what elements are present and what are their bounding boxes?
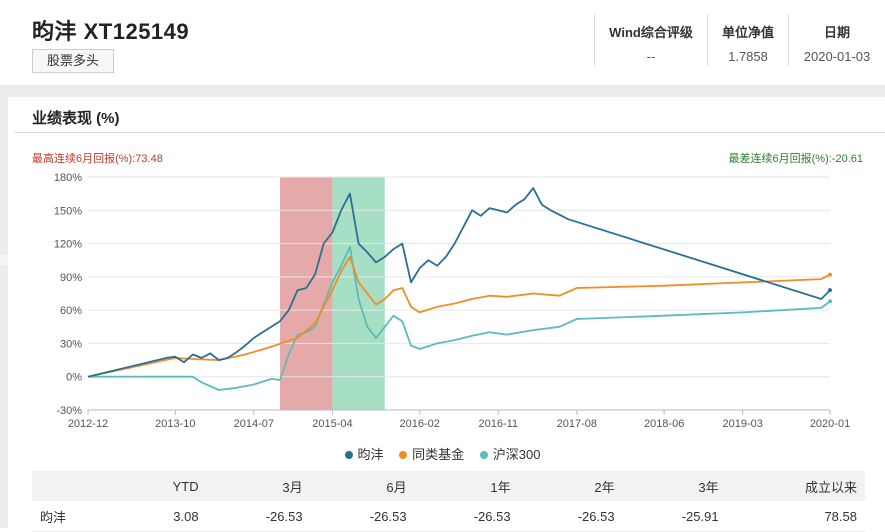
table-header: 2年 xyxy=(518,471,623,501)
y-tick-label: 150% xyxy=(54,205,82,217)
x-tick-label: 2020-01 xyxy=(810,418,850,430)
y-tick-label: -30% xyxy=(56,405,82,417)
fund-metrics: Wind综合评级 -- 单位净值 1.7858 日期 2020-01-03 xyxy=(594,14,885,70)
x-tick-label: 2016-02 xyxy=(400,418,440,430)
series-endpoint xyxy=(828,288,832,293)
panel-divider xyxy=(14,132,885,133)
legend-dot-icon xyxy=(399,450,408,459)
fund-title: 昀沣 XT125149 xyxy=(32,19,190,44)
fund-series-line xyxy=(87,187,831,378)
sidebar-gap xyxy=(0,255,8,265)
table-header: YTD xyxy=(127,471,207,501)
y-tick-label: 30% xyxy=(60,338,82,350)
table-cell: 78.58 xyxy=(726,501,865,532)
series-endpoint xyxy=(828,272,832,277)
y-tick-label: 90% xyxy=(60,272,82,284)
worst-period-band xyxy=(332,177,385,410)
x-tick-label: 2017-08 xyxy=(557,418,597,430)
peer-series-line xyxy=(87,255,831,378)
metric-label: 日期 xyxy=(823,25,850,40)
table-header: 3月 xyxy=(206,471,311,501)
index-series-line xyxy=(88,246,831,391)
series-endpoint xyxy=(828,299,832,304)
section-divider xyxy=(0,85,885,97)
table-header: 3年 xyxy=(622,471,727,501)
legend-label: 同类基金 xyxy=(412,447,465,462)
best-period-band xyxy=(280,177,333,410)
metric-label: 单位净值 xyxy=(721,25,774,40)
table-cell: -25.91 xyxy=(622,501,727,532)
y-tick-label: 60% xyxy=(60,305,82,317)
x-tick-label: 2014-07 xyxy=(234,418,274,430)
left-sidebar-edge xyxy=(0,97,8,528)
metric-date: 日期 2020-01-03 xyxy=(788,14,885,66)
table-cell: -26.53 xyxy=(310,501,415,532)
y-tick-label: 120% xyxy=(54,239,82,251)
x-tick-label: 2015-04 xyxy=(312,418,352,430)
worst-6m-return-note: 最差连续6月回报(%):-20.61 xyxy=(728,153,863,165)
metric-wind-rating: Wind综合评级 -- xyxy=(594,14,707,66)
performance-chart: -30% 0% 30% 60% 90% 120% 150% 180% 2012-12 2013-1… xyxy=(54,172,850,430)
legend-dot-icon xyxy=(479,450,488,459)
table-header xyxy=(32,471,128,501)
chart-legend: 昀沣 同类基金 沪深300 xyxy=(0,444,885,463)
table-header: 成立以来 xyxy=(726,471,865,501)
panel-title: 业绩表现 (%) xyxy=(32,110,120,127)
x-tick-label: 2012-12 xyxy=(68,418,108,430)
table-header-row: YTD 3月 6月 1年 2年 3年 成立以来 xyxy=(32,471,865,501)
table-cell: -26.53 xyxy=(414,501,519,532)
table-cell: -26.53 xyxy=(206,501,311,532)
table-header: 6月 xyxy=(310,471,415,501)
table-cell: -26.53 xyxy=(518,501,623,532)
legend-item-index[interactable]: 沪深300 xyxy=(479,447,541,462)
best-6m-return-note: 最高连续6月回报(%):73.48 xyxy=(32,153,163,165)
metric-value: 1.7858 xyxy=(728,49,768,64)
legend-item-fund[interactable]: 昀沣 xyxy=(344,447,384,462)
fund-category-tag[interactable]: 股票多头 xyxy=(32,49,114,73)
table-cell: 昀沣 xyxy=(32,501,128,532)
table-cell: 3.08 xyxy=(127,501,207,532)
metric-value: -- xyxy=(646,49,656,64)
x-tick-label: 2019-03 xyxy=(723,418,763,430)
x-tick-label: 2018-06 xyxy=(644,418,684,430)
legend-label: 沪深300 xyxy=(492,447,541,462)
legend-dot-icon xyxy=(344,450,353,459)
table-row: 昀沣 3.08 -26.53 -26.53 -26.53 -26.53 -25.… xyxy=(32,501,865,532)
table-header: 1年 xyxy=(414,471,519,501)
fund-header: 昀沣 XT125149 股票多头 Wind综合评级 -- 单位净值 1.7858… xyxy=(0,0,885,85)
metric-value: 2020-01-03 xyxy=(803,49,871,64)
y-tick-label: 180% xyxy=(54,172,82,184)
y-tick-label: 0% xyxy=(66,372,82,384)
metric-label: Wind综合评级 xyxy=(609,25,693,40)
legend-item-peer[interactable]: 同类基金 xyxy=(399,447,464,462)
performance-table: YTD 3月 6月 1年 2年 3年 成立以来 昀沣 3.08 -26.53 -… xyxy=(32,471,865,532)
metric-nav: 单位净值 1.7858 xyxy=(707,14,788,66)
x-tick-label: 2016-11 xyxy=(479,418,519,430)
x-tick-label: 2013-10 xyxy=(155,418,195,430)
legend-label: 昀沣 xyxy=(357,447,384,462)
